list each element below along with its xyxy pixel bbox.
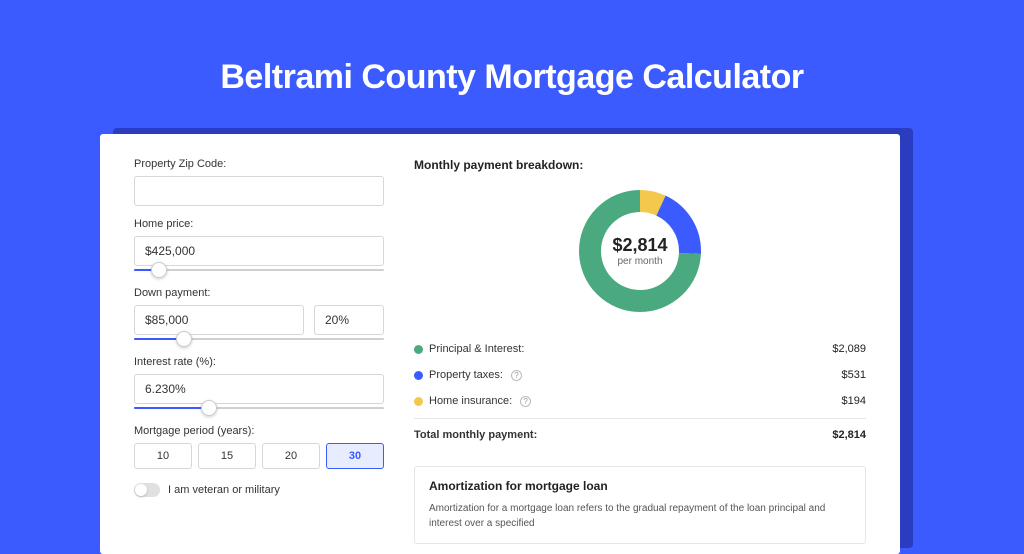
rate-field: Interest rate (%): <box>134 356 384 413</box>
amortization-text: Amortization for a mortgage loan refers … <box>429 501 851 531</box>
legend-row: Home insurance:? $194 <box>414 388 866 414</box>
down-payment-field: Down payment: <box>134 287 384 344</box>
breakdown-title: Monthly payment breakdown: <box>414 158 866 172</box>
veteran-row: I am veteran or military <box>134 483 384 497</box>
period-option-20[interactable]: 20 <box>262 443 320 469</box>
zip-input[interactable] <box>134 176 384 206</box>
veteran-label: I am veteran or military <box>168 484 280 496</box>
period-label: Mortgage period (years): <box>134 425 384 437</box>
total-row: Total monthly payment: $2,814 <box>414 418 866 448</box>
rate-input[interactable] <box>134 374 384 404</box>
amortization-title: Amortization for mortgage loan <box>429 479 851 493</box>
price-slider[interactable] <box>134 265 384 275</box>
legend-value: $194 <box>842 395 866 407</box>
legend-row: Principal & Interest: $2,089 <box>414 336 866 362</box>
legend-label: Home insurance: <box>429 395 512 407</box>
price-input[interactable] <box>134 236 384 266</box>
legend-label: Principal & Interest: <box>429 343 524 355</box>
legend-dot-icon <box>414 371 423 380</box>
form-column: Property Zip Code: Home price: Down paym… <box>134 158 384 554</box>
legend-dot-icon <box>414 397 423 406</box>
calculator-card: Property Zip Code: Home price: Down paym… <box>100 134 900 554</box>
down-payment-input[interactable] <box>134 305 304 335</box>
period-option-30[interactable]: 30 <box>326 443 384 469</box>
donut-center-value: $2,814 <box>612 235 667 256</box>
down-payment-slider[interactable] <box>134 334 384 344</box>
rate-label: Interest rate (%): <box>134 356 384 368</box>
zip-label: Property Zip Code: <box>134 158 384 170</box>
total-label: Total monthly payment: <box>414 429 537 441</box>
period-option-15[interactable]: 15 <box>198 443 256 469</box>
rate-slider[interactable] <box>134 403 384 413</box>
breakdown-legend: Principal & Interest: $2,089 Property taxe… <box>414 336 866 414</box>
price-field: Home price: <box>134 218 384 275</box>
period-option-10[interactable]: 10 <box>134 443 192 469</box>
period-options: 10152030 <box>134 443 384 469</box>
price-label: Home price: <box>134 218 384 230</box>
legend-value: $2,089 <box>832 343 866 355</box>
page-title: Beltrami County Mortgage Calculator <box>0 0 1024 125</box>
info-icon[interactable]: ? <box>511 370 522 381</box>
info-icon[interactable]: ? <box>520 396 531 407</box>
down-payment-pct-input[interactable] <box>314 305 384 335</box>
down-payment-label: Down payment: <box>134 287 384 299</box>
donut-chart: $2,814 per month <box>414 186 866 316</box>
legend-label: Property taxes: <box>429 369 503 381</box>
period-field: Mortgage period (years): 10152030 <box>134 425 384 469</box>
total-value: $2,814 <box>832 429 866 441</box>
legend-dot-icon <box>414 345 423 354</box>
zip-field: Property Zip Code: <box>134 158 384 206</box>
legend-value: $531 <box>842 369 866 381</box>
amortization-box: Amortization for mortgage loan Amortizat… <box>414 466 866 544</box>
veteran-toggle[interactable] <box>134 483 160 497</box>
donut-center-sub: per month <box>617 256 662 267</box>
legend-row: Property taxes:? $531 <box>414 362 866 388</box>
breakdown-column: Monthly payment breakdown: $2,814 per mo… <box>414 158 866 554</box>
